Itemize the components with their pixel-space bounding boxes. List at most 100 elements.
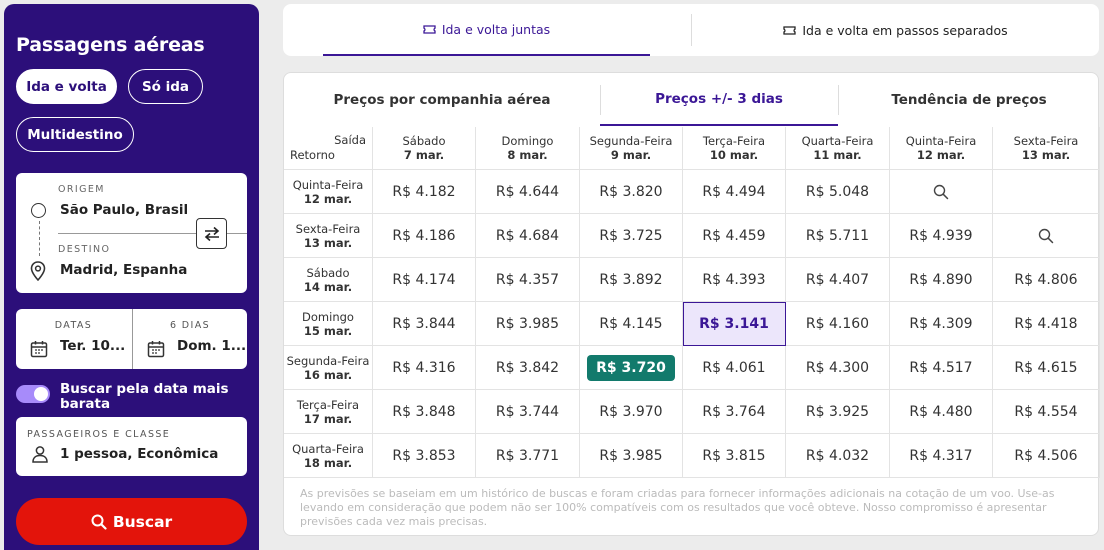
return-date-header: Segunda-Feira 16 mar.: [284, 346, 373, 390]
tab-round-trip-together[interactable]: Ida e volta juntas: [323, 4, 650, 56]
price-cell[interactable]: R$ 3.725: [580, 214, 683, 258]
price-cell[interactable]: R$ 3.853: [373, 434, 476, 478]
return-date-header: Quarta-Feira 18 mar.: [284, 434, 373, 478]
row-date-label: 16 mar.: [303, 367, 353, 382]
tab-label: Ida e volta juntas: [441, 21, 551, 37]
price-cell[interactable]: R$ 4.357: [476, 258, 580, 302]
price-cell[interactable]: R$ 3.848: [373, 390, 476, 434]
price-cell[interactable]: R$ 3.925: [786, 390, 890, 434]
toggle-knob: [34, 387, 48, 401]
price-value: R$ 3.985: [495, 315, 560, 332]
price-cell[interactable]: R$ 4.684: [476, 214, 580, 258]
price-cell[interactable]: R$ 3.892: [580, 258, 683, 302]
price-cell[interactable]: R$ 4.506: [993, 434, 1100, 478]
return-date-field[interactable]: 6 DIAS Dom. 1...: [132, 309, 247, 369]
departure-date-header: Quarta-Feira 11 mar.: [786, 127, 890, 170]
price-cell[interactable]: R$ 4.032: [786, 434, 890, 478]
price-cell[interactable]: R$ 4.393: [683, 258, 786, 302]
row-day-label: Terça-Feira: [296, 397, 360, 412]
search-date-cell[interactable]: [890, 170, 993, 214]
price-cell[interactable]: R$ 3.844: [373, 302, 476, 346]
price-cell[interactable]: R$ 3.842: [476, 346, 580, 390]
price-cell[interactable]: R$ 4.300: [786, 346, 890, 390]
search-button[interactable]: Buscar: [16, 498, 247, 545]
price-value: R$ 3.720: [587, 354, 675, 381]
price-cell[interactable]: R$ 4.494: [683, 170, 786, 214]
price-value: R$ 4.684: [495, 227, 560, 244]
price-cell[interactable]: R$ 4.309: [890, 302, 993, 346]
swap-arrows-icon: [204, 226, 219, 241]
price-value: R$ 4.032: [805, 447, 870, 464]
tab-prices-plus-minus-3-days[interactable]: Preços +/- 3 dias: [600, 73, 838, 126]
selected-price-cell[interactable]: R$ 3.141: [683, 302, 786, 346]
trip-type-round-trip[interactable]: Ida e volta: [16, 69, 117, 104]
price-value: R$ 4.061: [702, 359, 766, 376]
price-cell[interactable]: R$ 3.764: [683, 390, 786, 434]
price-cell[interactable]: R$ 4.061: [683, 346, 786, 390]
price-cell[interactable]: R$ 3.815: [683, 434, 786, 478]
price-value: R$ 4.145: [599, 315, 663, 332]
return-date-header: Sábado 14 mar.: [284, 258, 373, 302]
price-cell[interactable]: R$ 4.145: [580, 302, 683, 346]
price-cell[interactable]: R$ 4.939: [890, 214, 993, 258]
price-value: R$ 4.407: [805, 271, 870, 288]
cheapest-date-toggle[interactable]: [16, 385, 50, 403]
price-cell[interactable]: R$ 4.160: [786, 302, 890, 346]
price-cell[interactable]: R$ 4.418: [993, 302, 1100, 346]
price-cell[interactable]: R$ 4.554: [993, 390, 1100, 434]
trip-type-multi-city[interactable]: Multidestino: [16, 117, 134, 152]
price-value: R$ 3.892: [599, 271, 663, 288]
price-cell[interactable]: R$ 4.316: [373, 346, 476, 390]
price-value: R$ 4.494: [702, 183, 766, 200]
price-cell[interactable]: R$ 4.517: [890, 346, 993, 390]
destination-field[interactable]: Madrid, Espanha: [60, 262, 188, 278]
destination-label: DESTINO: [58, 244, 111, 255]
column-date-label: 11 mar.: [813, 148, 862, 162]
return-date-header: Terça-Feira 17 mar.: [284, 390, 373, 434]
tab-price-trend[interactable]: Tendência de preços: [891, 91, 1047, 108]
price-value: R$ 5.711: [805, 227, 870, 244]
trip-type-one-way[interactable]: Só ida: [128, 69, 203, 104]
price-cell[interactable]: R$ 5.711: [786, 214, 890, 258]
price-cell[interactable]: R$ 3.970: [580, 390, 683, 434]
swap-route-button[interactable]: [196, 218, 227, 249]
price-cell[interactable]: R$ 4.182: [373, 170, 476, 214]
price-cell[interactable]: R$ 3.985: [580, 434, 683, 478]
price-cell[interactable]: R$ 4.890: [890, 258, 993, 302]
price-cell[interactable]: R$ 4.615: [993, 346, 1100, 390]
price-view-tabs: Preços por companhia aérea Preços +/- 3 …: [284, 73, 1100, 126]
price-value: R$ 4.480: [909, 403, 973, 420]
price-cell[interactable]: R$ 4.459: [683, 214, 786, 258]
price-cell[interactable]: R$ 4.317: [890, 434, 993, 478]
origin-field[interactable]: São Paulo, Brasil: [60, 202, 189, 218]
tab-prices-by-airline[interactable]: Preços por companhia aérea: [333, 91, 551, 108]
column-day-label: Domingo: [501, 134, 554, 148]
price-cell[interactable]: R$ 4.806: [993, 258, 1100, 302]
price-cell[interactable]: R$ 4.407: [786, 258, 890, 302]
price-value: R$ 3.764: [702, 403, 766, 420]
row-day-label: Segunda-Feira: [286, 353, 370, 368]
column-date-label: 10 mar.: [709, 148, 759, 162]
ticket-icon: [783, 25, 797, 35]
price-value: R$ 4.300: [805, 359, 870, 376]
departure-date-field[interactable]: DATAS Ter. 10...: [16, 309, 131, 369]
price-cell[interactable]: R$ 4.644: [476, 170, 580, 214]
price-cell[interactable]: R$ 3.820: [580, 170, 683, 214]
best-price-cell[interactable]: R$ 3.720: [580, 346, 683, 390]
price-cell[interactable]: R$ 3.771: [476, 434, 580, 478]
passengers-class-field[interactable]: PASSAGEIROS E CLASSE 1 pessoa, Econômica: [16, 417, 247, 476]
price-cell[interactable]: R$ 3.985: [476, 302, 580, 346]
price-value: R$ 4.393: [702, 271, 766, 288]
tab-round-trip-separate[interactable]: Ida e volta em passos separados: [691, 14, 1099, 46]
price-grid-card: Preços por companhia aérea Preços +/- 3 …: [283, 72, 1100, 536]
search-date-cell[interactable]: [993, 214, 1100, 258]
column-day-label: Sábado: [402, 134, 446, 148]
price-cell[interactable]: R$ 4.480: [890, 390, 993, 434]
price-value: R$ 4.357: [495, 271, 560, 288]
price-cell[interactable]: R$ 5.048: [786, 170, 890, 214]
price-value: R$ 3.844: [392, 315, 456, 332]
price-cell[interactable]: R$ 3.744: [476, 390, 580, 434]
trip-mode-tabs: Ida e volta juntas Ida e volta em passos…: [283, 4, 1099, 56]
price-cell[interactable]: R$ 4.186: [373, 214, 476, 258]
price-cell[interactable]: R$ 4.174: [373, 258, 476, 302]
